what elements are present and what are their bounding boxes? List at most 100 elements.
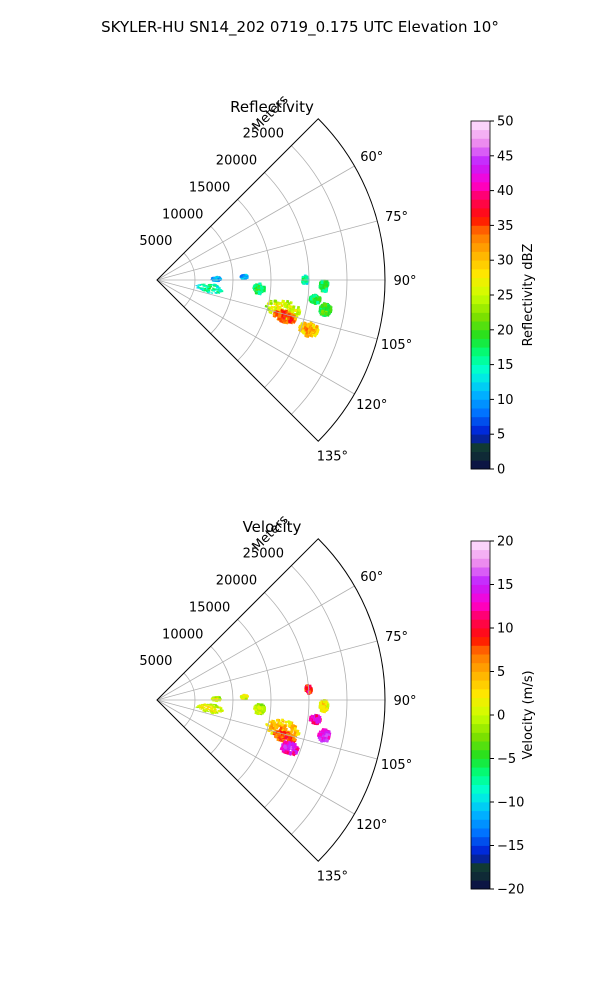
echo-gate: [320, 304, 324, 308]
colorbar-segment: [471, 619, 490, 629]
range-tick-label: 25000: [243, 547, 284, 562]
echo-gate: [272, 312, 276, 317]
colorbar-tick-label: 0: [497, 463, 505, 478]
echo-gate: [308, 684, 312, 689]
echo-gate: [202, 283, 206, 285]
echo-gate: [285, 320, 289, 325]
colorbar-segment: [471, 697, 490, 707]
sector-outline: [156, 118, 386, 442]
echo-gate: [277, 314, 282, 319]
azimuth-tick-label: 135°: [317, 869, 348, 884]
echo-gate: [200, 704, 204, 706]
echo-gate: [200, 707, 204, 710]
colorbar-segment: [471, 442, 490, 452]
echo-gate: [293, 308, 298, 313]
echo-gate: [209, 283, 212, 286]
colorbar-segment: [471, 584, 490, 594]
echo-gate: [220, 709, 224, 711]
echo-gate: [282, 319, 286, 323]
echo-gate: [197, 286, 201, 288]
colorbar-segment: [471, 793, 490, 803]
velocity-grid: [156, 538, 386, 862]
reflectivity-title: Reflectivity: [230, 98, 314, 116]
colorbar-segment: [471, 451, 490, 461]
echo-gate: [212, 710, 216, 713]
colorbar-segment: [471, 338, 490, 348]
echo-cell: [239, 273, 249, 280]
colorbar-segment: [471, 329, 490, 339]
colorbar-tick-label: 45: [497, 149, 514, 164]
colorbar-segment: [471, 601, 490, 611]
echo-gate: [212, 289, 216, 292]
echo-gate: [260, 705, 264, 709]
echo-gate: [303, 325, 308, 330]
reflectivity-panel: Reflectivity 60° 75° 90° 105° 120° 135° 5000 10…: [139, 92, 536, 477]
echo-gate: [207, 288, 211, 291]
echo-gate: [202, 710, 206, 712]
echo-gate: [219, 278, 222, 280]
colorbar-segment: [471, 775, 490, 785]
colorbar-segment: [471, 382, 490, 392]
echo-gate: [292, 305, 296, 309]
velocity-panel: Velocity 60° 75° 90° 105° 120° 135° 5000 10000 1…: [139, 512, 536, 897]
reflectivity-axis-labels: 60° 75° 90° 105° 120° 135° 5000 10000 15000 20000…: [139, 92, 416, 464]
echo-gate: [320, 280, 324, 285]
colorbar-segment: [471, 610, 490, 620]
colorbar-segment: [471, 390, 490, 400]
echo-gate: [306, 323, 310, 328]
echo-gate: [310, 714, 314, 719]
colorbar-segment: [471, 671, 490, 681]
echo-gate: [292, 737, 297, 742]
echo-gate: [196, 705, 200, 708]
colorbar-segment: [471, 121, 490, 131]
colorbar-segment: [471, 715, 490, 725]
echo-gate: [287, 304, 292, 309]
azimuth-tick-label: 75°: [385, 210, 408, 225]
colorbar-segment: [471, 749, 490, 759]
echo-gate: [218, 276, 222, 279]
colorbar-segment: [471, 173, 490, 183]
range-tick-label: 20000: [216, 574, 257, 589]
echo-gate: [304, 275, 308, 279]
echo-gate: [244, 697, 248, 700]
echo-gate: [213, 277, 217, 280]
colorbar-segment: [471, 408, 490, 418]
colorbar-segment: [471, 234, 490, 244]
echo-gate: [219, 707, 223, 710]
range-tick-label: 15000: [189, 180, 230, 195]
echo-gate: [290, 312, 294, 317]
echo-gate: [281, 733, 285, 738]
azimuth-tick-label: 135°: [317, 449, 348, 464]
echo-gate: [216, 291, 220, 293]
echo-gate: [315, 720, 319, 724]
colorbar-segment: [471, 541, 490, 551]
echo-cell: [318, 698, 330, 714]
echo-cell: [279, 740, 300, 757]
echo-gate: [304, 330, 309, 335]
echo-gate: [256, 703, 260, 706]
echo-gate: [270, 305, 274, 309]
echo-gate: [195, 706, 199, 709]
echo-cell: [304, 684, 313, 695]
colorbar-segment: [471, 654, 490, 664]
echo-gate: [282, 302, 287, 307]
azimuth-tick-label: 120°: [356, 818, 387, 833]
echo-gate: [320, 705, 323, 709]
echo-gate: [274, 734, 278, 738]
echo-gate: [288, 318, 293, 323]
colorbar-segment: [471, 225, 490, 235]
echo-gate: [276, 738, 280, 742]
colorbar-segment: [471, 286, 490, 296]
echo-gate: [217, 698, 221, 700]
echo-gate: [214, 283, 217, 286]
echo-gate: [255, 284, 259, 287]
echo-gate: [215, 285, 219, 288]
echo-gate: [287, 736, 292, 741]
echo-gate: [315, 300, 320, 305]
echo-gate: [303, 321, 307, 326]
colorbar-segment: [471, 836, 490, 846]
colorbar-segment: [471, 321, 490, 331]
echo-gate: [257, 286, 261, 290]
colorbar-segment: [471, 706, 490, 716]
echo-gate: [258, 711, 262, 714]
